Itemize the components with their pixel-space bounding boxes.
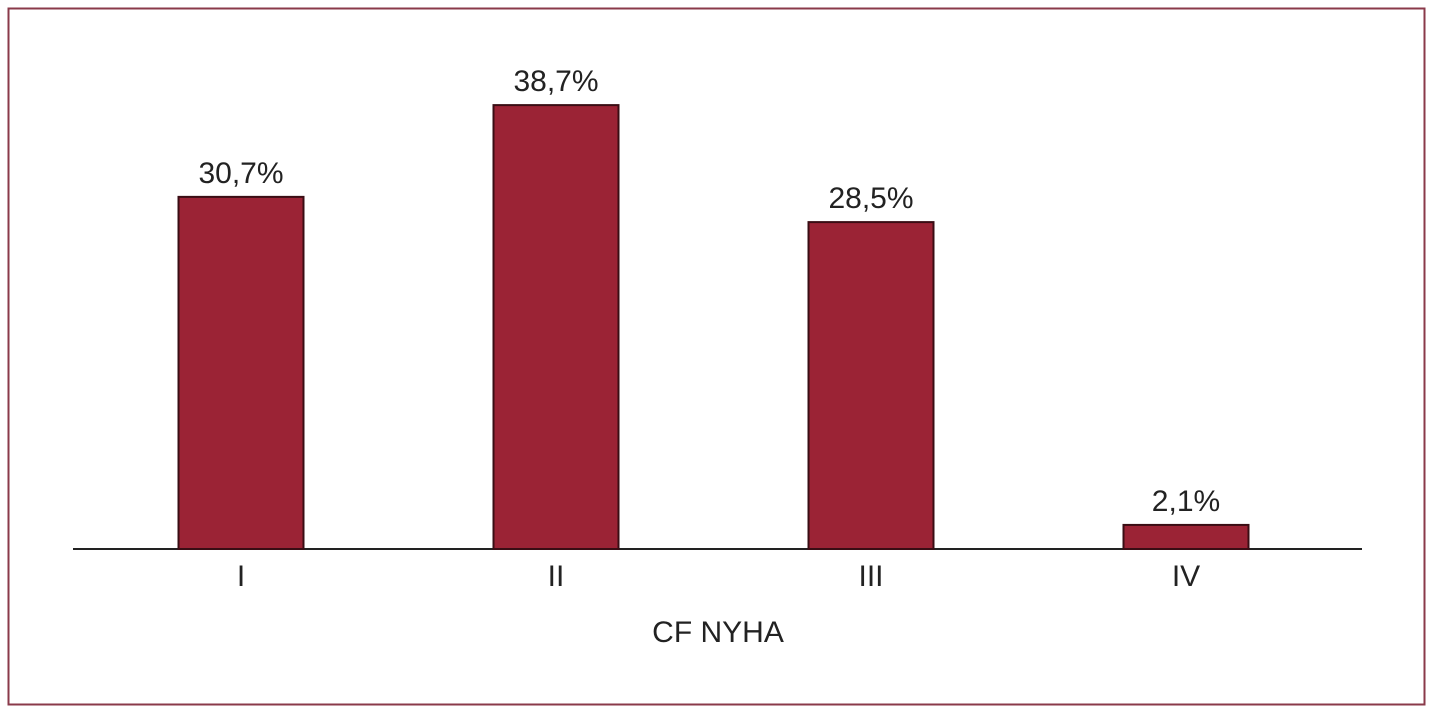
x-tick-label: IV [1172,560,1200,593]
bar [1122,523,1250,551]
value-label: 30,7% [198,157,283,190]
bar [492,104,620,551]
value-label: 38,7% [513,65,598,98]
frame [7,7,1426,706]
bar [807,221,935,550]
x-tick-label: I [237,560,245,593]
value-label: 2,1% [1152,485,1220,518]
x-tick-label: II [548,560,565,593]
value-label: 28,5% [828,182,913,215]
x-axis-title: CF NYHA [652,616,784,649]
x-tick-label: III [858,560,883,593]
bar [177,195,305,550]
